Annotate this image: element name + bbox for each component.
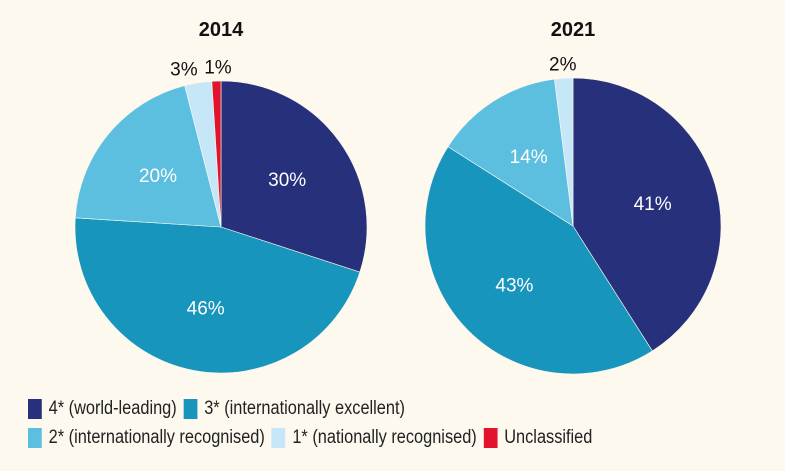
legend-swatch [271,427,286,448]
data-label: 1% [204,57,232,78]
legend-item-unclassified: Unclassified [483,423,593,452]
data-label: 20% [139,166,177,187]
pie-slice [554,77,574,227]
data-label: 46% [187,298,225,319]
pie-slice [424,146,653,375]
legend: 4* (world-leading) 3* (internationally e… [28,394,599,452]
pie-title: 2021 [551,19,596,41]
legend-label: 1* (nationally recognised) [292,427,477,448]
legend-label: 3* (internationally excellent) [204,398,405,419]
legend-item-4star: 4* (world-leading) [28,394,177,423]
pie-slice [74,85,222,228]
legend-label: 2* (internationally recognised) [48,427,265,448]
pie-title: 2014 [199,19,244,41]
legend-swatch [28,427,42,448]
data-label: 14% [510,147,548,168]
pie-slice [447,78,574,227]
data-label: 3% [170,59,198,80]
data-label: 41% [634,194,672,215]
data-label: 30% [268,170,306,191]
data-label: 43% [495,276,533,297]
legend-item-2star: 2* (internationally recognised) [28,423,265,452]
legend-swatch [483,427,498,448]
legend-swatch [28,398,42,419]
legend-swatch [183,398,198,419]
legend-label: Unclassified [504,427,593,448]
pie-slice [220,80,368,273]
legend-item-1star: 1* (nationally recognised) [271,423,477,452]
legend-item-3star: 3* (internationally excellent) [183,394,405,423]
pie-slice [211,80,222,228]
data-label: 2% [549,55,577,76]
pie-slice [74,217,361,374]
legend-label: 4* (world-leading) [48,398,177,419]
pie-slice [572,77,722,352]
